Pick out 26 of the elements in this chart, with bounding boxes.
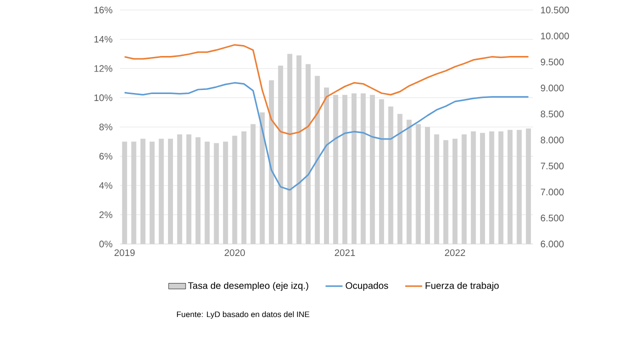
y-tick-label: 8%: [99, 124, 112, 130]
x-tick-label: 2020: [224, 249, 245, 256]
y-tick-label: 4%: [99, 182, 112, 189]
legend-label: Ocupados: [346, 282, 388, 291]
y2-tick-label: 6.000: [540, 240, 564, 248]
y-tick-label: 14%: [94, 36, 112, 43]
x-tick-label: 2019: [114, 249, 135, 256]
y-tick-label: 10%: [94, 94, 112, 102]
y-tick-label: 6%: [99, 152, 112, 160]
y2-tick-label: 7.500: [540, 162, 564, 170]
y-tick-label: 16%: [94, 6, 112, 14]
x-tick-label: 2021: [334, 249, 355, 256]
y-tick-label: 2%: [99, 211, 112, 218]
legend-label: Fuerza de trabajo: [426, 282, 499, 291]
x-tick-label: 2022: [444, 249, 466, 256]
y-tick-label: 12%: [94, 65, 112, 72]
y2-tick-label: 7.000: [540, 188, 564, 196]
y-tick-label: 0%: [99, 240, 112, 248]
y2-tick-label: 8.000: [540, 136, 564, 144]
y2-tick-label: 6.500: [540, 214, 564, 222]
legend-label: Tasa de desempleo (eje izq.): [188, 282, 308, 291]
y2-tick-label: 10.000: [541, 32, 569, 40]
y2-tick-label: 9.500: [540, 58, 564, 66]
y2-tick-label: 9.000: [540, 84, 564, 92]
y2-tick-label: 10.500: [541, 6, 569, 14]
y2-tick-label: 8.500: [540, 110, 564, 118]
